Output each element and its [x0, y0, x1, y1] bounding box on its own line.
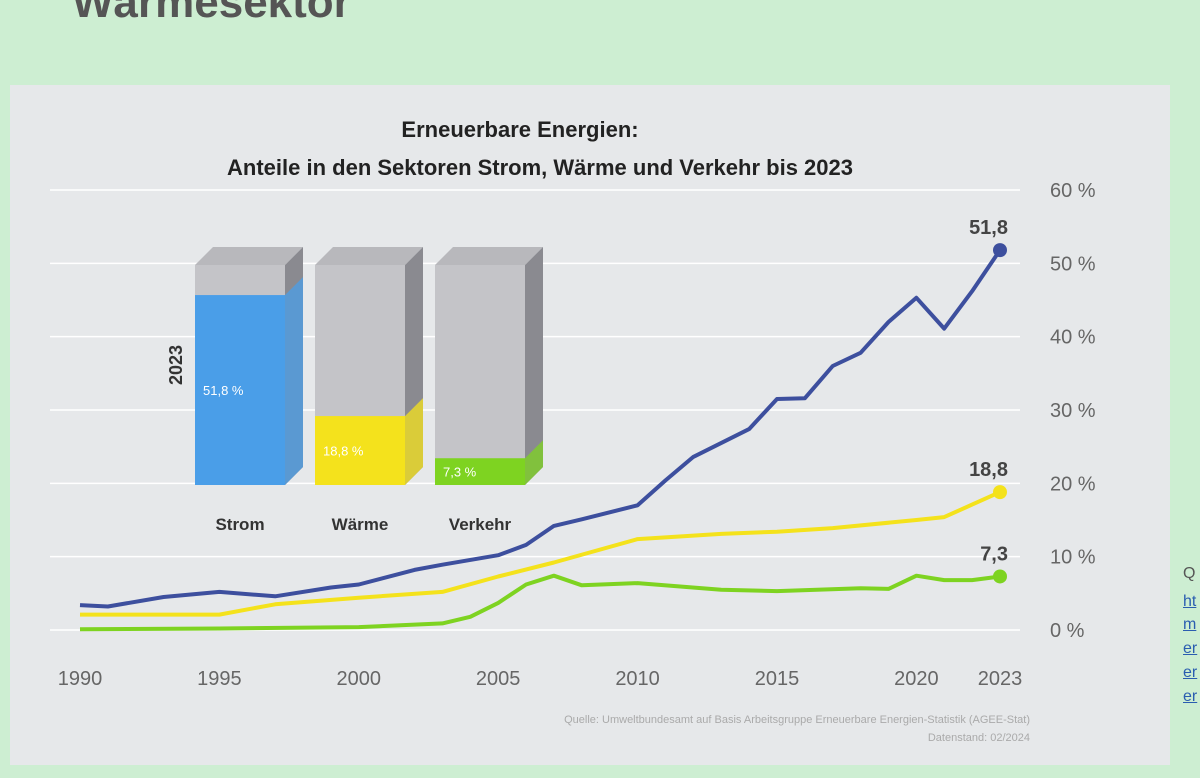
- x-tick-label: 2010: [615, 668, 660, 690]
- bar-fill-side: [285, 277, 303, 485]
- bar-value-label: 51,8 %: [203, 383, 244, 398]
- bar-fill-side: [525, 440, 543, 485]
- series-endpoint: [993, 569, 1007, 584]
- x-tick-label: 1990: [58, 668, 103, 690]
- side-link[interactable]: er: [1183, 688, 1198, 705]
- side-heading: Q: [1183, 565, 1196, 582]
- x-tick-label: 2023: [978, 668, 1023, 690]
- end-value-label: 51,8: [969, 217, 1008, 239]
- chart-title: Erneuerbare Energien:: [401, 117, 638, 142]
- x-tick-label: 2015: [755, 668, 800, 690]
- side-link[interactable]: m: [1183, 616, 1197, 633]
- series-line-strom: [79, 248, 1002, 609]
- source-text: Quelle: Umweltbundesamt auf Basis Arbeit…: [564, 714, 1030, 726]
- y-tick-label: 10 %: [1050, 547, 1096, 569]
- x-tick-label: 2005: [476, 668, 521, 690]
- y-tick-label: 50 %: [1050, 253, 1096, 275]
- x-tick-label: 2000: [337, 668, 382, 690]
- line-chart: Erneuerbare Energien: Anteile in den Sek…: [50, 117, 1096, 744]
- bar-category-label: Wärme: [332, 515, 389, 534]
- end-value-label: 18,8: [969, 459, 1008, 481]
- x-tick-label: 1995: [197, 668, 242, 690]
- series-line-wärme: [80, 490, 1001, 617]
- bar-body: [435, 265, 525, 485]
- x-tick-label: 2020: [894, 668, 939, 690]
- series-line-verkehr: [79, 573, 1001, 632]
- chart-panel: Erneuerbare Energien: Anteile in den Sek…: [10, 85, 1170, 765]
- bar-top: [315, 247, 423, 265]
- inset-year-label: 2023: [166, 345, 186, 385]
- bar-value-label: 7,3 %: [443, 465, 477, 480]
- bar-fill-strom: [195, 295, 285, 485]
- y-tick-label: 40 %: [1050, 327, 1096, 349]
- y-tick-label: 30 %: [1050, 400, 1096, 422]
- side-link[interactable]: er: [1183, 640, 1198, 657]
- y-tick-label: 60 %: [1050, 180, 1096, 202]
- end-value-label: 7,3: [980, 543, 1008, 565]
- bar-category-label: Verkehr: [449, 515, 512, 534]
- bar-value-label: 18,8 %: [323, 444, 364, 459]
- side-link[interactable]: ht: [1183, 593, 1197, 610]
- bar-fill-wärme: [315, 416, 405, 485]
- data-date-text: Datenstand: 02/2024: [928, 732, 1030, 744]
- y-tick-label: 0 %: [1050, 620, 1085, 642]
- bar-fill-side: [405, 398, 423, 485]
- bar-category-label: Strom: [215, 515, 264, 534]
- series-endpoint: [993, 243, 1007, 258]
- chart-subtitle: Anteile in den Sektoren Strom, Wärme und…: [227, 155, 853, 180]
- bar-fill-verkehr: [435, 458, 525, 485]
- side-link[interactable]: er: [1183, 664, 1198, 681]
- slide-title: Wärmesektor: [72, 0, 351, 27]
- y-tick-label: 20 %: [1050, 473, 1096, 495]
- bar-top: [435, 247, 543, 265]
- bar-top: [195, 247, 303, 265]
- bar-side: [525, 247, 543, 485]
- series-endpoint: [993, 485, 1007, 500]
